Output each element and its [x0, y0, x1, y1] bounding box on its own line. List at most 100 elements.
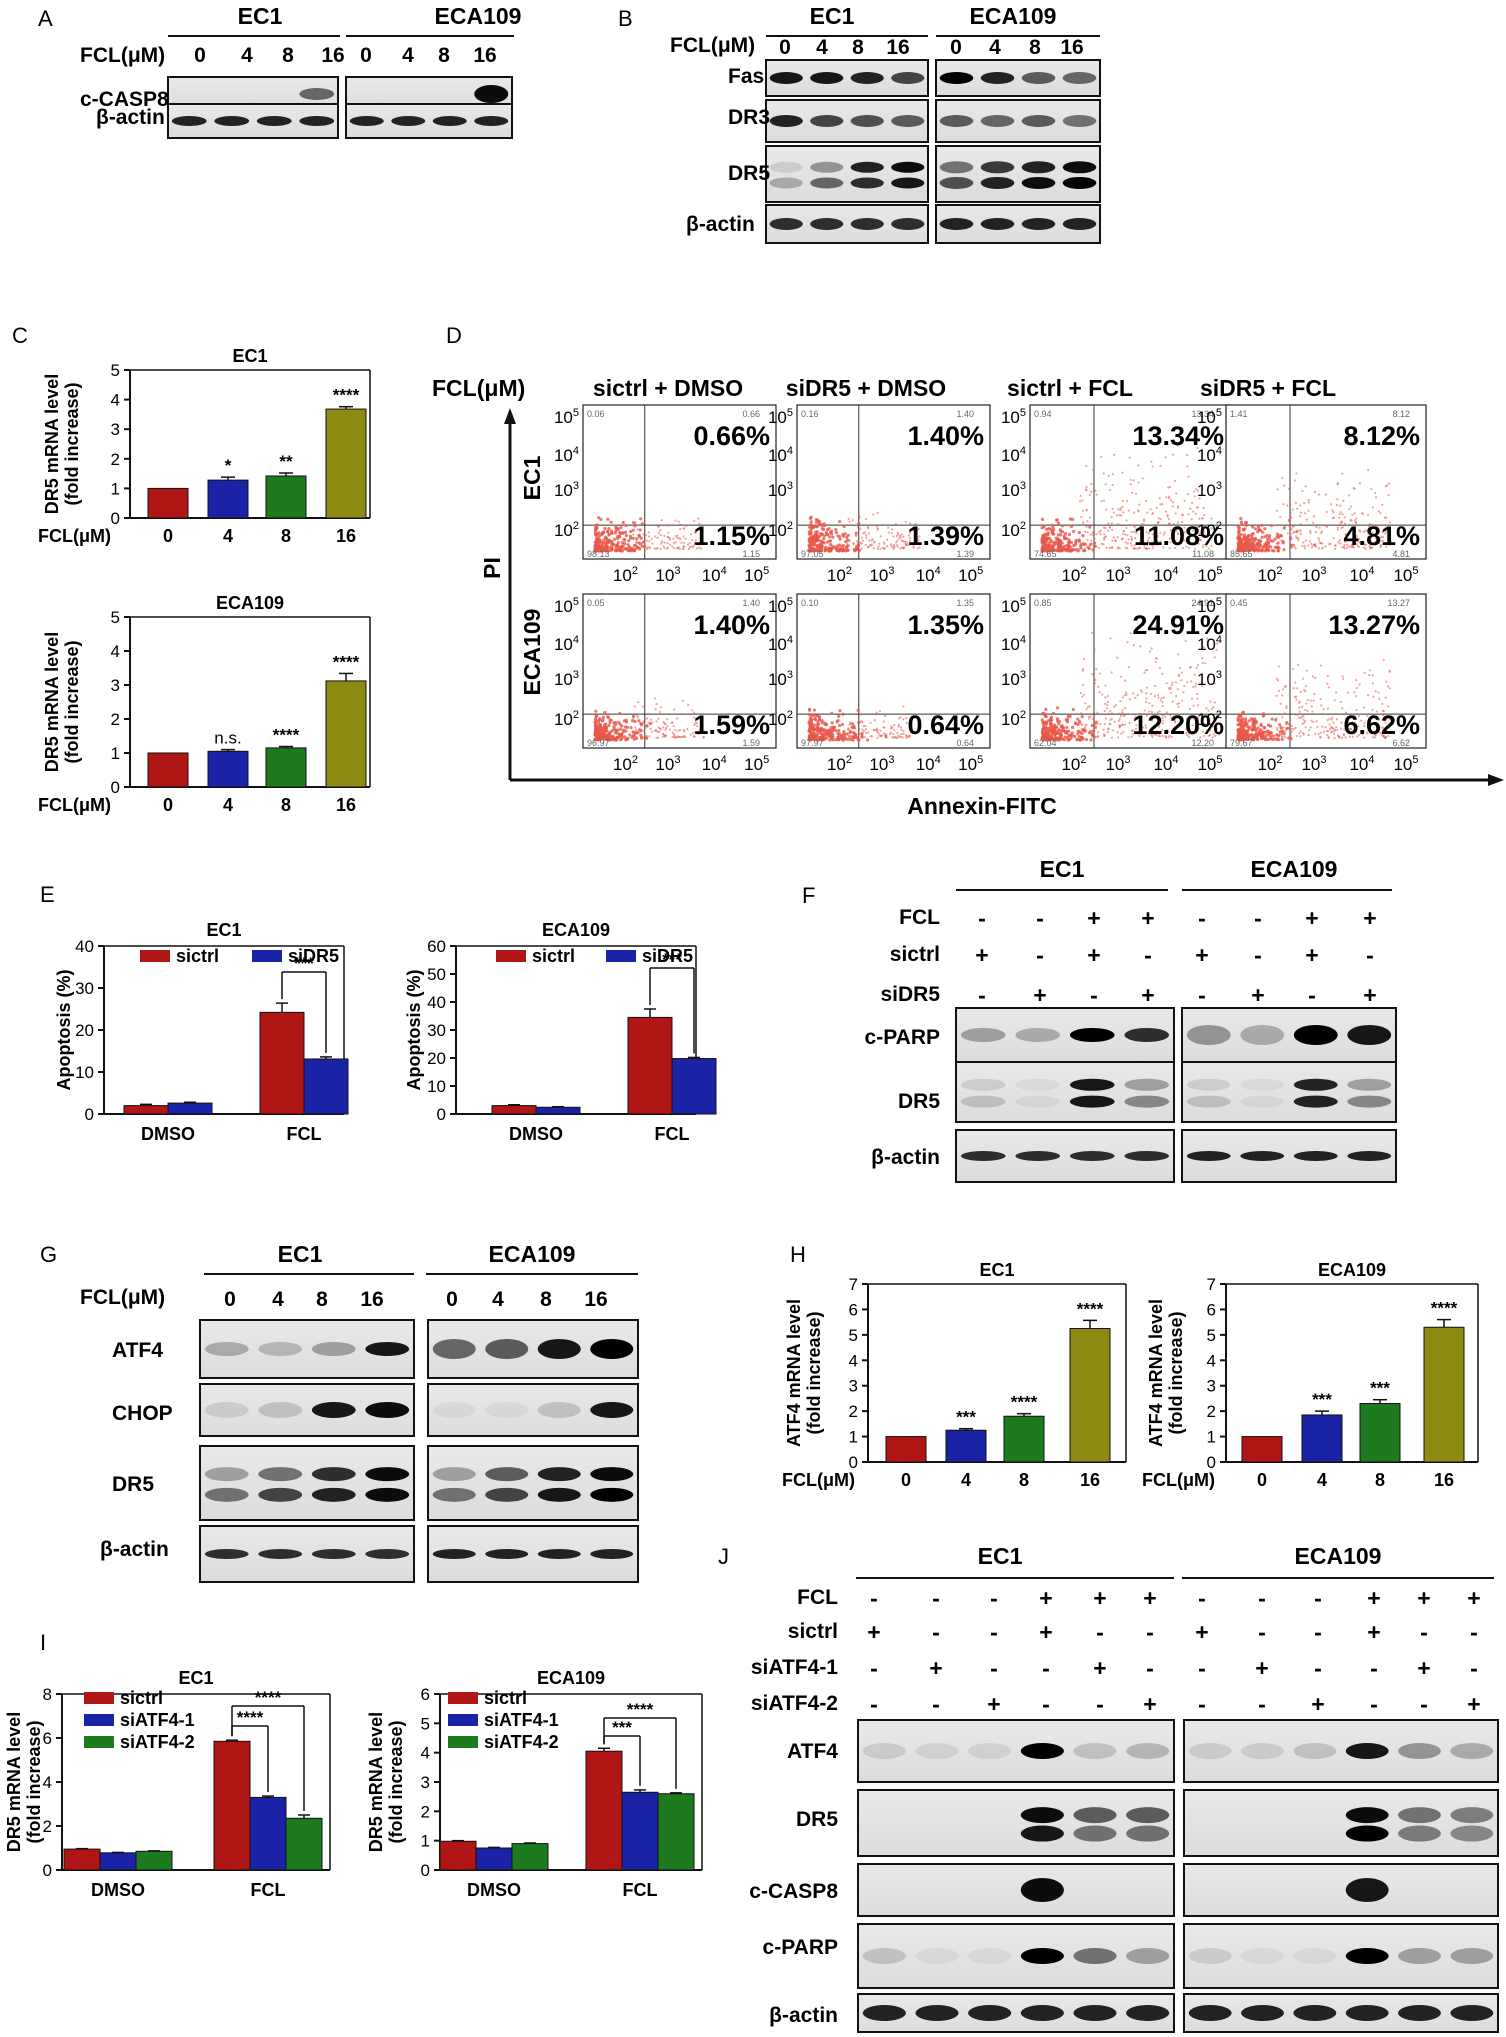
- event-dot: [676, 536, 679, 540]
- event-dot: [672, 542, 675, 545]
- significance-label: *: [225, 456, 232, 475]
- y-tick-label: 10: [427, 1077, 446, 1096]
- event-dot: [620, 546, 624, 550]
- event-dot: [1191, 510, 1195, 513]
- event-dot: [1112, 453, 1116, 456]
- flow-x-tick-exp: 5: [1216, 754, 1222, 766]
- event-dot: [1240, 540, 1244, 544]
- event-dot: [673, 708, 676, 711]
- event-dot: [1155, 660, 1158, 664]
- event-dot: [1143, 671, 1146, 674]
- panelJ-sign: -: [1042, 1655, 1050, 1681]
- event-dot: [663, 541, 666, 544]
- event-dot: [662, 726, 665, 729]
- event-dot: [1111, 483, 1114, 487]
- event-dot: [604, 722, 608, 726]
- event-dot: [679, 523, 682, 526]
- event-dot: [1349, 519, 1352, 522]
- event-dot: [680, 541, 683, 544]
- event-dot: [1248, 541, 1252, 545]
- event-dot: [618, 531, 622, 535]
- event-dot: [1343, 547, 1346, 550]
- panelJ-row-label: β-actin: [769, 2004, 838, 2027]
- event-dot: [1308, 540, 1311, 543]
- event-dot: [1079, 544, 1083, 548]
- event-dot: [832, 545, 836, 549]
- event-dot: [1088, 493, 1091, 497]
- event-dot: [1280, 728, 1283, 731]
- flow-y-tick: 103: [554, 480, 579, 500]
- event-dot: [594, 714, 598, 719]
- event-dot: [1156, 711, 1159, 714]
- event-dot: [1289, 719, 1292, 722]
- event-dot: [1341, 675, 1344, 678]
- event-dot: [1237, 543, 1241, 548]
- flow-y-tick: 102: [768, 520, 793, 540]
- event-dot: [629, 725, 633, 730]
- event-dot: [1371, 533, 1374, 536]
- event-dot: [1352, 546, 1355, 549]
- panelJ-band-band: [1450, 1948, 1494, 1964]
- event-dot: [1091, 531, 1094, 534]
- panelB-blot-ECA109: [935, 204, 1101, 244]
- event-dot: [1120, 732, 1123, 735]
- event-dot: [875, 711, 878, 714]
- x-tick-label: 8: [281, 526, 291, 546]
- event-dot: [694, 721, 697, 725]
- panelJ-blot-EC1-frame: [857, 1993, 1175, 2033]
- panelG-group-ECA109: ECA109: [489, 1241, 576, 1267]
- panelF-sign: +: [1363, 905, 1376, 931]
- panelG-atf4-band: [311, 1342, 356, 1356]
- panelB-band-band: [891, 115, 925, 127]
- event-dot: [854, 531, 858, 535]
- event-dot: [1203, 514, 1206, 517]
- event-dot: [1168, 734, 1171, 737]
- event-dot: [1247, 533, 1251, 538]
- flow-y-tick: 103: [554, 669, 579, 689]
- event-dot: [1351, 513, 1354, 516]
- event-dot: [837, 714, 841, 718]
- event-dot: [1198, 517, 1201, 520]
- panelF-treatment-label: siDR5: [880, 983, 940, 1006]
- panelJ-sign: -: [1198, 1691, 1206, 1717]
- event-dot: [850, 725, 853, 729]
- event-dot: [1388, 669, 1391, 672]
- event-dot: [1103, 710, 1106, 713]
- event-dot: [1285, 706, 1288, 710]
- event-dot: [1353, 691, 1356, 694]
- event-dot: [1138, 734, 1141, 738]
- event-dot: [623, 530, 628, 534]
- flow-x-tick: 103: [1301, 565, 1326, 585]
- flow-quadrant-value: 97.97: [801, 738, 824, 748]
- event-dot: [1055, 738, 1059, 742]
- event-dot: [1341, 546, 1344, 549]
- event-dot: [1183, 531, 1186, 534]
- panelB-band-band: [1062, 72, 1097, 84]
- event-dot: [1185, 540, 1189, 543]
- event-dot: [1159, 699, 1162, 702]
- event-dot: [1201, 516, 1204, 520]
- event-dot: [1250, 727, 1255, 731]
- event-dot: [613, 549, 617, 553]
- event-dot: [1205, 637, 1209, 640]
- panelB-dose: 4: [989, 36, 1001, 59]
- event-dot: [1339, 700, 1342, 704]
- event-dot: [641, 541, 644, 544]
- event-dot: [896, 544, 899, 547]
- event-dot: [1060, 549, 1064, 553]
- event-dot: [1302, 677, 1305, 680]
- event-dot: [1205, 544, 1208, 548]
- flow-y-tick-exp: 3: [573, 480, 579, 492]
- panelJ-band-band: [1020, 1743, 1064, 1759]
- event-dot: [686, 543, 690, 546]
- panelJ-dr5-band-upper: [1126, 1807, 1170, 1824]
- flow-x-tick-exp: 2: [632, 565, 638, 577]
- event-dot: [1112, 511, 1116, 514]
- flow-plot-frame: [1225, 593, 1427, 749]
- event-dot: [627, 539, 631, 543]
- event-dot: [1078, 500, 1082, 503]
- panelJ-sign: +: [1093, 1655, 1106, 1681]
- event-dot: [1132, 692, 1135, 695]
- panelG-blot-EC1-frame: [199, 1445, 415, 1521]
- flow-x-tick-exp: 3: [888, 754, 894, 766]
